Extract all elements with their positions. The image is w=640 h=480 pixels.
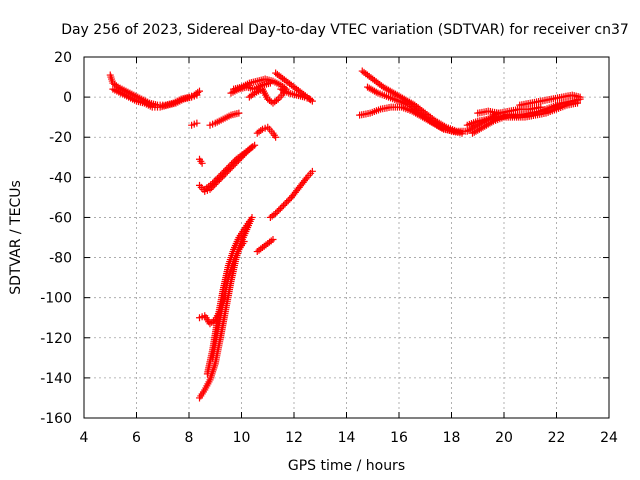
x-tick-label: 12 [285,430,303,446]
data-point [196,87,203,95]
y-tick-label: -140 [40,371,72,387]
data-points [106,67,584,402]
series-track-17 [196,292,230,328]
data-point [275,206,283,214]
data-point [193,91,201,99]
grid-lines [84,57,609,418]
data-point [306,95,314,103]
data-point [217,171,224,179]
y-tick-label: 0 [63,90,72,106]
data-point [458,129,466,137]
data-point [228,160,236,168]
data-point [215,173,223,181]
data-point [218,170,226,178]
data-point [537,103,545,111]
series-track-2 [109,85,201,111]
chart-title: Day 256 of 2023, Sidereal Day-to-day VTE… [61,22,629,38]
data-point [248,143,256,151]
x-tick-label: 10 [233,430,251,446]
y-tick-label: -40 [49,170,72,186]
x-tick-label: 22 [548,430,566,446]
data-point [574,99,581,107]
data-point [278,203,286,211]
data-point [269,236,277,244]
data-point [302,175,310,183]
x-tick-label: 24 [600,430,618,446]
series-track-12 [277,85,314,103]
data-point [223,165,231,173]
data-point [248,213,256,221]
series-track-19 [266,167,316,221]
data-point [283,198,291,206]
data-point [209,179,217,187]
x-tick-label: 18 [443,430,461,446]
y-tick-label: -100 [40,291,72,307]
data-point [231,157,239,165]
data-point [226,162,234,170]
data-point [272,209,280,217]
x-tick-label: 14 [338,430,356,446]
y-axis-label: SDTVAR / TECUs [8,180,24,295]
data-point [276,205,284,213]
series-track-26 [474,103,545,117]
data-point [224,163,232,171]
data-point [281,200,289,208]
x-tick-label: 4 [80,430,89,446]
data-point [210,178,218,186]
series-track-25 [516,91,584,109]
data-point [273,208,281,216]
y-tick-label: -20 [49,130,72,146]
series-track-24 [469,99,581,137]
axis-ticks: 4 6 8 10 12 14 16 18 20 22 24 -160 -140 -120 -100 -80 -6… [40,50,618,446]
data-point [220,168,228,176]
data-point [576,93,584,101]
y-tick-label: 20 [54,50,72,66]
y-tick-label: -160 [40,411,72,427]
series-track-18 [253,236,277,256]
data-point [266,79,274,87]
series-track-6 [206,109,243,129]
series-track-22 [356,103,458,135]
data-point [213,175,221,183]
y-tick-label: -80 [49,251,72,267]
series-track-13 [253,123,280,141]
data-point [193,119,201,127]
data-point [245,217,253,225]
x-axis-label: GPS time / hours [288,458,405,474]
data-point [221,167,229,175]
series-track-3 [196,155,206,167]
data-point [240,238,248,246]
x-tick-label: 8 [185,430,194,446]
series-track-5 [201,143,256,193]
x-tick-label: 16 [390,430,408,446]
y-tick-label: -60 [49,210,72,226]
y-tick-label: -120 [40,331,72,347]
data-point [280,201,287,209]
data-point [235,109,243,117]
data-point [308,167,316,175]
series-track-7 [188,119,201,129]
data-point [284,197,292,205]
data-point [272,133,280,141]
data-point [222,292,230,300]
x-tick-label: 6 [132,430,141,446]
data-point [198,159,206,167]
x-tick-label: 20 [495,430,513,446]
data-point [450,127,458,135]
data-point [212,176,220,184]
data-point [229,158,237,166]
